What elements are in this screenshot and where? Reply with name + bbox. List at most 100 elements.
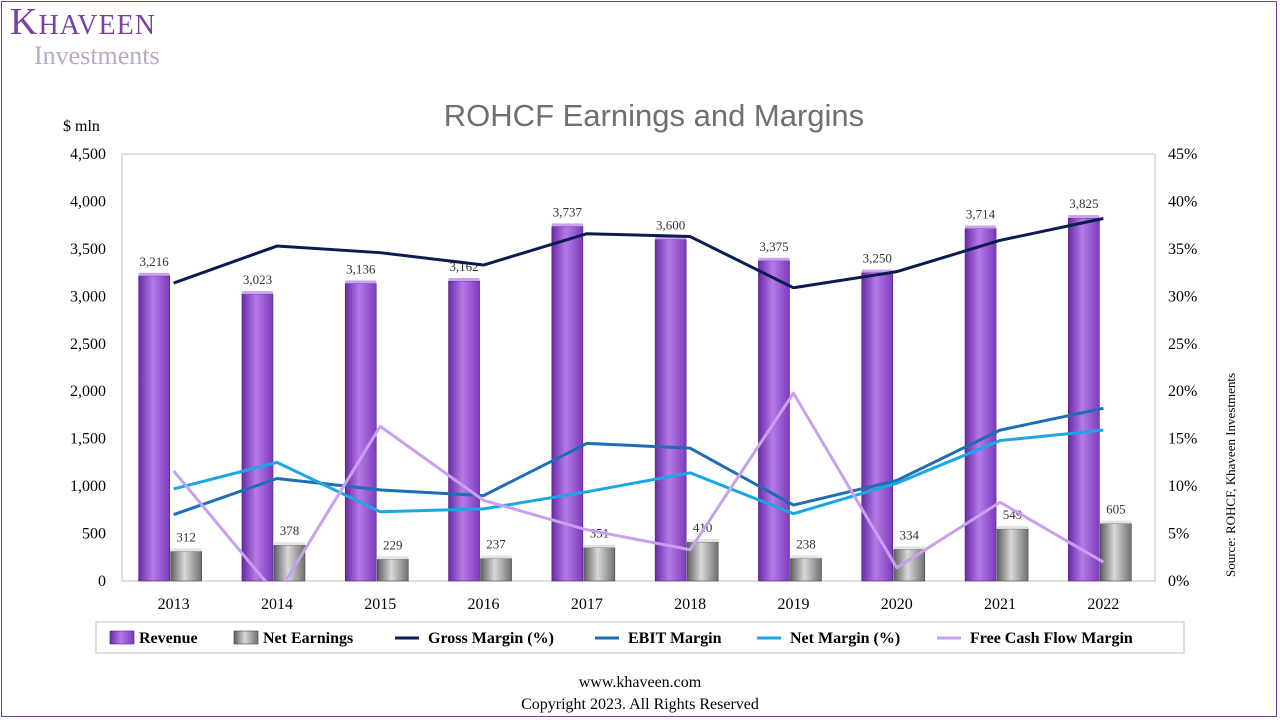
revenue-data-label: 3,714 — [966, 207, 996, 222]
y2-tick-label: 15% — [1168, 431, 1197, 448]
x-tick-label: 2021 — [984, 596, 1016, 613]
legend-label: Net Earnings — [263, 630, 353, 647]
legend-swatch — [109, 630, 135, 645]
net-earnings-bar — [996, 528, 1029, 582]
legend-net-earnings: Net Earnings — [233, 630, 353, 647]
revenue-bar — [1068, 217, 1100, 582]
chart-title: ROHCF Earnings and Margins — [444, 98, 864, 133]
revenue-bar-cap — [861, 269, 893, 273]
x-tick-label: 2022 — [1087, 596, 1119, 613]
net-earnings-data-label: 238 — [796, 536, 816, 551]
y2-tick-label: 10% — [1168, 478, 1197, 495]
source-note: Source: ROHCF, Khaveen Investments — [1223, 373, 1238, 577]
ebit-margin-line — [173, 406, 1104, 516]
net-earnings-bar-cap — [583, 544, 615, 548]
revenue-bar-cap — [138, 272, 170, 276]
legend-label: Free Cash Flow Margin — [970, 630, 1133, 647]
logo-sub-text: Investments — [34, 41, 160, 70]
gross-margin-line — [173, 217, 1104, 290]
revenue-bar — [241, 293, 274, 582]
y2-tick-label: 40% — [1168, 193, 1197, 210]
y-tick-label: 1,000 — [70, 478, 106, 495]
net-earnings-bar — [583, 547, 616, 582]
y2-tick-label: 20% — [1168, 383, 1197, 400]
net-earnings-bar-cap — [480, 555, 512, 559]
revenue-data-label: 3,825 — [1069, 196, 1098, 211]
net-earnings-bar-cap — [377, 556, 409, 560]
net-earnings-data-label: 378 — [280, 523, 300, 538]
y2-tick-label: 0% — [1168, 573, 1189, 590]
y-tick-label: 2,500 — [70, 336, 106, 353]
net-earnings-bar-cap — [273, 542, 305, 546]
legend-swatch — [233, 630, 259, 645]
revenue-bar — [448, 280, 480, 582]
revenue-bar-cap — [1068, 215, 1100, 219]
footer-copyright: Copyright 2023. All Rights Reserved — [521, 696, 759, 713]
y2-tick-label: 5% — [1168, 526, 1189, 543]
footer-website: www.khaveen.com — [578, 674, 702, 691]
revenue-data-label: 3,023 — [243, 272, 272, 287]
revenue-data-label: 3,737 — [553, 204, 583, 219]
net-earnings-bar-cap — [687, 539, 719, 543]
net-earnings-bar-cap — [1100, 520, 1132, 524]
revenue-bar-cap — [655, 236, 687, 240]
net-earnings-bar — [790, 558, 822, 582]
revenue-bar-cap — [758, 257, 790, 261]
legend-revenue: Revenue — [109, 630, 198, 647]
revenue-bar — [861, 272, 894, 582]
net-earnings-bar-cap — [170, 548, 202, 552]
revenue-bar-cap — [965, 225, 997, 229]
plot-area — [121, 153, 1156, 582]
net-earnings-bar — [480, 558, 512, 582]
revenue-bar — [344, 283, 377, 582]
y-tick-label: 2,000 — [70, 383, 106, 400]
logo-main-text: KHAVEEN — [10, 1, 156, 43]
net-earnings-bar-cap — [790, 555, 822, 559]
y-tick-label: 0 — [98, 573, 106, 590]
y2-tick-label: 25% — [1168, 336, 1197, 353]
legend-label: EBIT Margin — [628, 630, 722, 647]
revenue-data-label: 3,600 — [656, 217, 685, 232]
y-tick-label: 1,500 — [70, 431, 106, 448]
net-earnings-bar — [1100, 523, 1132, 582]
revenue-bar-cap — [551, 223, 583, 227]
y-axis-label: $ mln — [63, 118, 100, 135]
net-earnings-bar — [170, 551, 202, 582]
revenue-bar — [138, 275, 170, 582]
y-tick-label: 4,500 — [70, 146, 106, 163]
x-tick-label: 2015 — [364, 596, 396, 613]
net-earnings-data-label: 334 — [900, 527, 920, 542]
net-earnings-bar-cap — [893, 546, 925, 550]
y2-tick-label: 30% — [1168, 288, 1197, 305]
y-tick-label: 4,000 — [70, 193, 106, 210]
x-tick-label: 2017 — [571, 596, 603, 613]
net-earnings-data-label: 229 — [383, 537, 403, 552]
revenue-bar — [654, 239, 687, 582]
revenue-data-label: 3,250 — [863, 251, 892, 266]
legend-label: Revenue — [139, 630, 198, 647]
net-earnings-data-label: 237 — [486, 537, 506, 552]
legend-box — [95, 621, 1185, 654]
revenue-bar-cap — [448, 277, 480, 281]
x-tick-label: 2020 — [881, 596, 913, 613]
x-tick-label: 2018 — [674, 596, 706, 613]
net-earnings-bar — [376, 558, 409, 582]
khaveen-logo: KHAVEEN Investments — [10, 1, 160, 70]
legend-fcf-margin: Free Cash Flow Margin — [937, 630, 1133, 647]
x-tick-label: 2019 — [777, 596, 809, 613]
legend-label: Net Margin (%) — [790, 630, 900, 647]
net-earnings-data-label: 605 — [1106, 502, 1126, 517]
revenue-bar-cap — [241, 291, 273, 295]
revenue-data-label: 3,375 — [759, 239, 788, 254]
legend-net-margin: Net Margin (%) — [757, 630, 900, 647]
x-tick-label: 2013 — [158, 596, 190, 613]
y-tick-label: 3,500 — [70, 241, 106, 258]
revenue-data-label: 3,136 — [346, 261, 376, 276]
net-earnings-data-label: 312 — [176, 529, 196, 544]
revenue-bar-cap — [345, 280, 377, 284]
legend-label: Gross Margin (%) — [428, 630, 554, 647]
revenue-data-label: 3,216 — [140, 254, 170, 269]
legend-gross-margin: Gross Margin (%) — [395, 630, 554, 647]
